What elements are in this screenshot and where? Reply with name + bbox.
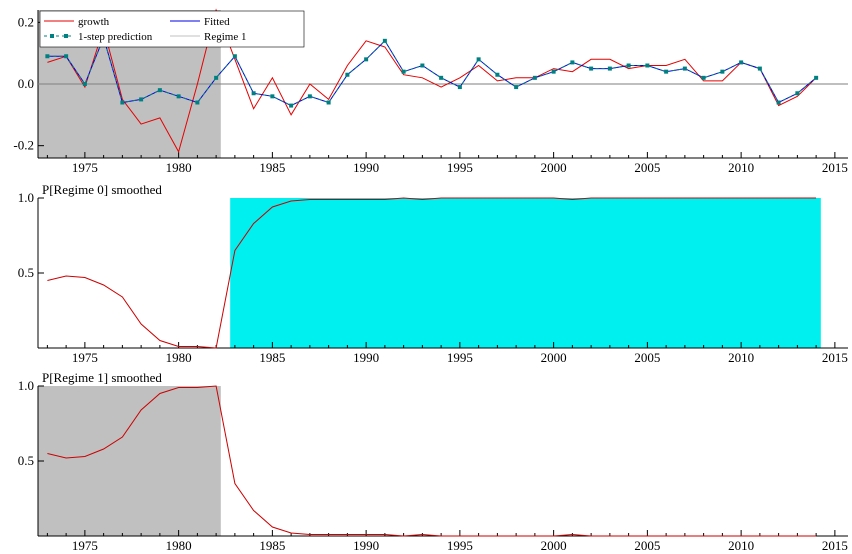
- prediction-point: [251, 91, 256, 96]
- shaded-region-1: [38, 386, 221, 536]
- legend: growth Fitted 1-step prediction Regime 1: [39, 10, 305, 48]
- prediction-point: [307, 94, 312, 99]
- legend-marker: [50, 34, 54, 38]
- x-tick-label: 2000: [541, 160, 567, 175]
- x-tick-label: 1995: [447, 160, 473, 175]
- prediction-point: [64, 54, 69, 59]
- prediction-point: [495, 72, 500, 77]
- prediction-point: [176, 94, 181, 99]
- y-tick-label: 1.0: [18, 378, 34, 393]
- x-tick-label: 1980: [166, 160, 192, 175]
- x-tick-label: 1985: [259, 538, 285, 553]
- x-tick-label: 1980: [166, 538, 192, 553]
- panel-title: P[Regime 0] smoothed: [42, 182, 162, 197]
- x-tick-label: 2005: [634, 160, 660, 175]
- prediction-point: [382, 38, 387, 43]
- prediction-point: [589, 66, 594, 71]
- x-tick-label: 1990: [353, 350, 379, 365]
- prediction-point: [139, 97, 144, 102]
- x-tick-label: 2000: [541, 538, 567, 553]
- y-tick-label: 0.2: [18, 14, 34, 29]
- x-tick-label: 1995: [447, 350, 473, 365]
- prediction-point: [195, 100, 200, 105]
- prediction-point: [214, 75, 219, 80]
- x-tick-label: 2005: [634, 538, 660, 553]
- prediction-point: [420, 63, 425, 68]
- prediction-point: [739, 60, 744, 65]
- y-tick-label: 0.5: [18, 453, 34, 468]
- y-tick-label: -0.2: [13, 138, 34, 153]
- prediction-point: [82, 82, 87, 86]
- prediction-point: [795, 91, 800, 96]
- prediction-point: [289, 103, 294, 108]
- legend-marker: [64, 34, 68, 38]
- prediction-point: [120, 100, 125, 105]
- prediction-point: [514, 85, 519, 90]
- panel-title: P[Regime 1] smoothed: [42, 370, 162, 385]
- prediction-point: [757, 66, 762, 71]
- series-line-fitted: [47, 36, 817, 107]
- legend-box: [39, 10, 305, 48]
- x-tick-label: 2010: [728, 350, 754, 365]
- prediction-point: [232, 54, 237, 59]
- prediction-point: [570, 60, 575, 65]
- x-tick-label: 1980: [166, 350, 192, 365]
- prediction-point: [551, 69, 556, 74]
- prediction-point: [345, 72, 350, 77]
- x-tick-label: 1975: [72, 350, 98, 365]
- prediction-point: [682, 66, 687, 71]
- prediction-point: [720, 69, 725, 74]
- x-tick-label: 1975: [72, 538, 98, 553]
- series-line-smoothed: [47, 197, 817, 349]
- legend-entry: Fitted: [204, 16, 230, 28]
- x-tick-label: 2015: [822, 350, 848, 365]
- prediction-point: [476, 57, 481, 62]
- legend-entry: growth: [78, 16, 110, 28]
- chart-panel-2: 1975 1980 1985 1990 1995 2000 2005 2010 2015 0.5 1…: [18, 182, 848, 365]
- prediction-point: [326, 100, 331, 105]
- y-tick-label: 1.0: [18, 190, 34, 205]
- y-tick-label: 0.5: [18, 265, 34, 280]
- x-tick-label: 2010: [728, 538, 754, 553]
- series-line-smoothed: [47, 385, 817, 537]
- prediction-point: [439, 75, 444, 80]
- prediction-point: [645, 63, 650, 68]
- x-tick-label: 2015: [822, 538, 848, 553]
- x-tick-label: 2015: [822, 160, 848, 175]
- y-tick-label: 0.0: [18, 76, 34, 91]
- prediction-point: [814, 75, 819, 80]
- shaded-region-1: [230, 198, 821, 348]
- prediction-point: [401, 69, 406, 74]
- chart-panel-1: 1975 1980 1985 1990 1995 2000 2005 2010 2015 -0.2…: [13, 8, 848, 175]
- prediction-point: [776, 100, 781, 105]
- prediction-point: [157, 88, 162, 93]
- prediction-point: [532, 75, 537, 80]
- x-tick-label: 1985: [259, 160, 285, 175]
- x-tick-label: 1975: [72, 160, 98, 175]
- prediction-point: [270, 94, 275, 99]
- prediction-point: [45, 54, 50, 59]
- prediction-point: [626, 63, 631, 68]
- prediction-point: [664, 69, 669, 74]
- x-tick-label: 1985: [259, 350, 285, 365]
- legend-entry: 1-step prediction: [78, 31, 153, 43]
- x-tick-label: 2010: [728, 160, 754, 175]
- series-line-growth: [47, 8, 817, 154]
- x-tick-label: 1990: [353, 160, 379, 175]
- chart-panel-3: 1975 1980 1985 1990 1995 2000 2005 2010 2015 0.5 1…: [18, 370, 848, 553]
- x-tick-label: 2005: [634, 350, 660, 365]
- legend-entry: Regime 1: [204, 31, 246, 43]
- prediction-point: [364, 57, 369, 62]
- x-tick-label: 1995: [447, 538, 473, 553]
- x-tick-label: 2000: [541, 350, 567, 365]
- prediction-point: [457, 85, 462, 90]
- prediction-point: [701, 75, 706, 80]
- x-tick-label: 1990: [353, 538, 379, 553]
- prediction-point: [607, 66, 612, 71]
